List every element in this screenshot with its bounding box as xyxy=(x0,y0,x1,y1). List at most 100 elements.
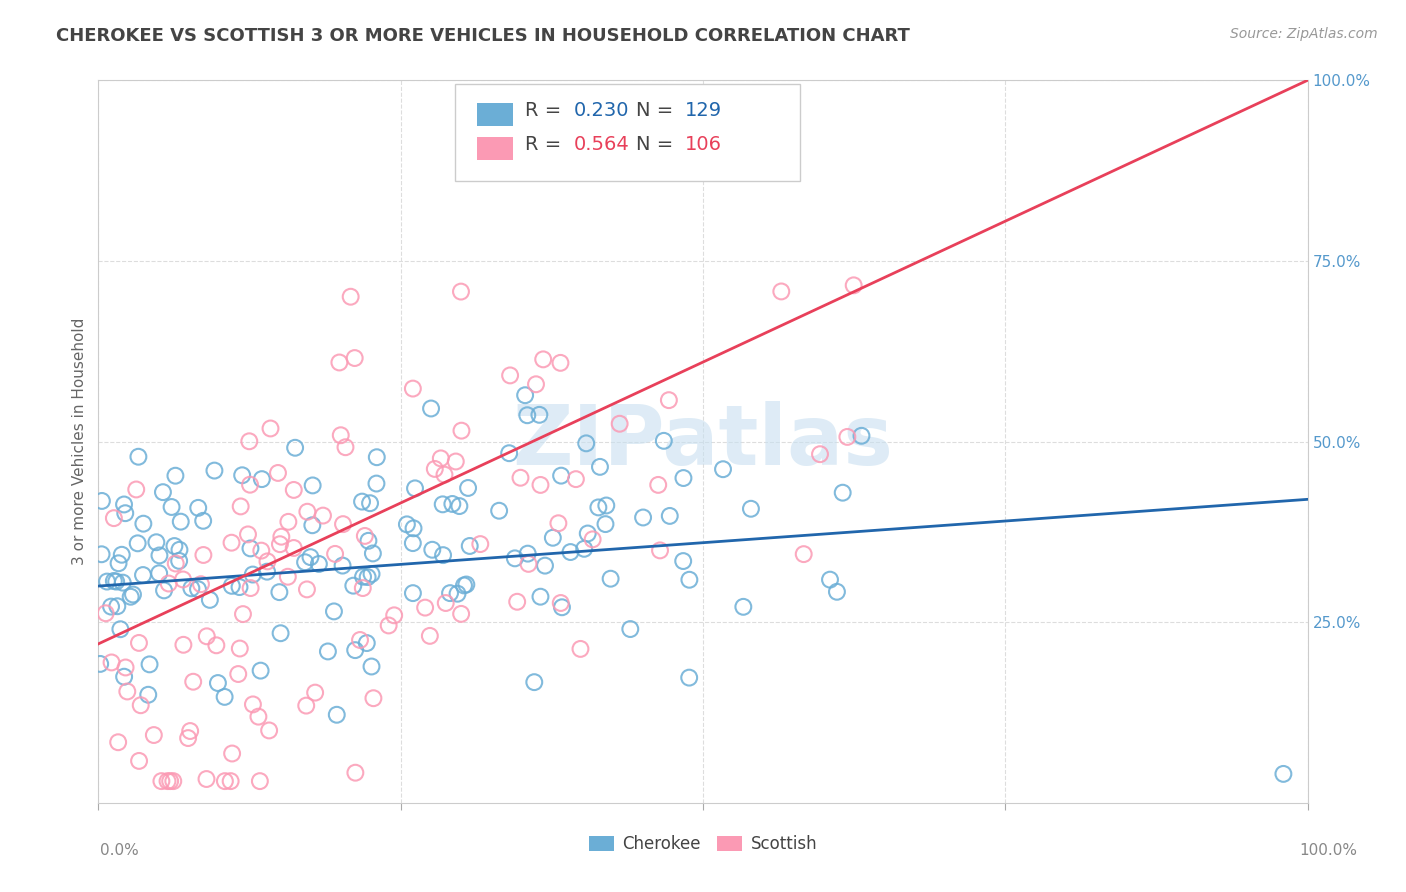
Point xyxy=(283,541,305,555)
Point xyxy=(136,688,159,702)
Point xyxy=(360,566,382,581)
Point xyxy=(450,424,472,438)
Point xyxy=(498,446,520,460)
Point xyxy=(107,735,129,749)
Point xyxy=(499,368,522,383)
Point xyxy=(503,551,526,566)
Point xyxy=(430,451,453,466)
Point xyxy=(433,467,456,482)
Point xyxy=(100,599,122,614)
Point xyxy=(581,533,603,547)
Point xyxy=(523,675,546,690)
Point xyxy=(513,388,536,402)
Point xyxy=(125,483,148,497)
Point xyxy=(162,774,184,789)
Point xyxy=(413,600,436,615)
Point xyxy=(103,511,125,525)
Point xyxy=(551,600,574,615)
Point xyxy=(402,586,425,600)
Point xyxy=(159,774,181,789)
Text: 0.0%: 0.0% xyxy=(100,843,139,858)
Point xyxy=(793,547,815,561)
Point xyxy=(193,548,215,562)
Point xyxy=(107,556,129,570)
Point xyxy=(808,447,831,461)
Point xyxy=(366,450,388,465)
FancyBboxPatch shape xyxy=(477,136,513,160)
Point xyxy=(524,377,547,392)
Point xyxy=(316,644,339,658)
Point xyxy=(444,454,467,468)
Point xyxy=(270,626,292,640)
Point xyxy=(531,352,554,367)
Point xyxy=(456,577,478,591)
Point xyxy=(112,498,135,512)
Point xyxy=(450,285,472,299)
Text: N =: N = xyxy=(637,135,681,154)
Point xyxy=(432,548,454,562)
Point xyxy=(231,468,253,483)
Point xyxy=(127,536,149,550)
Point xyxy=(157,576,180,591)
Text: ZIPatlas: ZIPatlas xyxy=(513,401,893,482)
Point xyxy=(122,587,145,601)
Point xyxy=(825,584,848,599)
Point xyxy=(160,500,183,514)
Point xyxy=(770,285,793,299)
Point xyxy=(323,547,346,561)
Point xyxy=(90,547,112,561)
Point xyxy=(163,539,186,553)
Text: Source: ZipAtlas.com: Source: ZipAtlas.com xyxy=(1230,27,1378,41)
Point xyxy=(342,579,364,593)
Point xyxy=(529,478,551,492)
Point xyxy=(179,724,201,739)
Point xyxy=(207,676,229,690)
Point xyxy=(541,531,564,545)
Point xyxy=(361,546,384,560)
Point xyxy=(90,494,112,508)
Point xyxy=(658,393,681,408)
Point xyxy=(111,575,134,590)
Point xyxy=(283,483,305,497)
Point xyxy=(343,351,366,365)
Point xyxy=(249,774,271,789)
Text: 100.0%: 100.0% xyxy=(1299,843,1358,858)
Point xyxy=(229,641,252,656)
Point xyxy=(232,607,254,621)
Point xyxy=(242,698,264,712)
Point xyxy=(619,622,641,636)
Point xyxy=(127,450,149,464)
Point xyxy=(711,462,734,476)
Point xyxy=(89,657,111,671)
Point xyxy=(575,436,598,450)
Point xyxy=(177,731,200,745)
Point xyxy=(152,485,174,500)
Point xyxy=(277,515,299,529)
Point xyxy=(534,558,557,573)
Point xyxy=(308,557,330,571)
Point xyxy=(114,506,136,520)
Point xyxy=(153,583,176,598)
Point xyxy=(404,481,426,495)
Point xyxy=(658,508,681,523)
Point xyxy=(550,356,572,370)
Point xyxy=(239,541,262,556)
Point xyxy=(326,707,349,722)
Point xyxy=(247,709,270,723)
Point xyxy=(205,638,228,652)
Point xyxy=(96,574,118,589)
Point xyxy=(100,656,122,670)
Text: 0.230: 0.230 xyxy=(574,101,628,120)
Point xyxy=(352,570,374,584)
Point xyxy=(332,558,354,573)
Point xyxy=(284,441,307,455)
Point xyxy=(110,622,132,636)
Point xyxy=(609,417,631,431)
Point xyxy=(576,526,599,541)
Point xyxy=(172,573,194,587)
Point xyxy=(359,496,381,510)
Point xyxy=(172,638,194,652)
Point xyxy=(323,604,346,618)
Point xyxy=(112,670,135,684)
Point xyxy=(377,618,399,632)
